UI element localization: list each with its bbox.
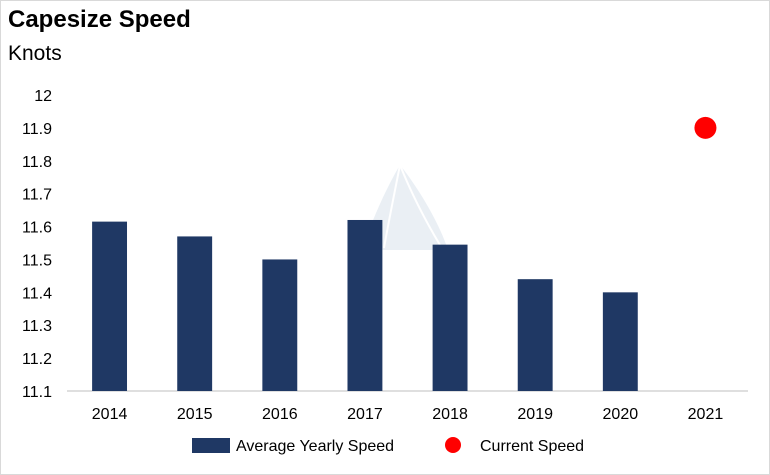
- watermark-logo: [362, 164, 448, 250]
- y-tick-label: 11.8: [22, 154, 52, 171]
- x-tick-label: 2019: [517, 406, 553, 423]
- y-tick-label: 11.5: [22, 252, 52, 269]
- x-tick-label: 2014: [92, 406, 128, 423]
- bar-2015: [177, 236, 213, 391]
- x-tick-label: 2021: [688, 406, 724, 423]
- x-tick-label: 2017: [347, 406, 383, 423]
- bar-2019: [517, 279, 553, 391]
- chart-subtitle: Knots: [8, 42, 62, 65]
- x-ticks-layer: 2014 2015 2016 2017 2018 2019 2020 2021: [92, 406, 724, 423]
- legend-bar-label: Average Yearly Speed: [236, 438, 394, 455]
- chart-title: Capesize Speed: [8, 6, 191, 33]
- x-tick-label: 2015: [177, 406, 213, 423]
- legend-point-label: Current Speed: [480, 438, 584, 455]
- bar-2020: [602, 292, 638, 391]
- y-tick-label: 11.4: [22, 285, 52, 302]
- bars-layer: [92, 219, 638, 391]
- bar-2014: [92, 221, 128, 391]
- x-tick-label: 2016: [262, 406, 298, 423]
- x-tick-label: 2018: [432, 406, 468, 423]
- y-tick-label: 11.2: [22, 351, 52, 368]
- watermark-sail-icon: [362, 165, 448, 250]
- legend-point-swatch: [445, 437, 461, 453]
- legend: Average Yearly Speed Current Speed: [192, 437, 584, 455]
- y-ticks-layer: 11.1 11.2 11.3 11.4 11.5 11.6 11.7 11.8 11.9 12: [22, 88, 52, 401]
- points-layer: [694, 116, 717, 139]
- y-tick-label: 11.9: [22, 121, 52, 138]
- bar-2018: [432, 244, 468, 391]
- point-2021: [694, 116, 717, 139]
- x-tick-label: 2020: [603, 406, 639, 423]
- bar-2017: [347, 219, 383, 391]
- y-tick-label: 11.6: [22, 220, 52, 237]
- y-tick-label: 11.7: [22, 187, 52, 204]
- y-tick-label: 11.1: [22, 384, 52, 401]
- bar-2016: [262, 259, 298, 391]
- y-tick-label: 11.3: [22, 318, 52, 335]
- y-tick-label: 12: [34, 88, 52, 105]
- legend-bar-swatch: [192, 438, 230, 453]
